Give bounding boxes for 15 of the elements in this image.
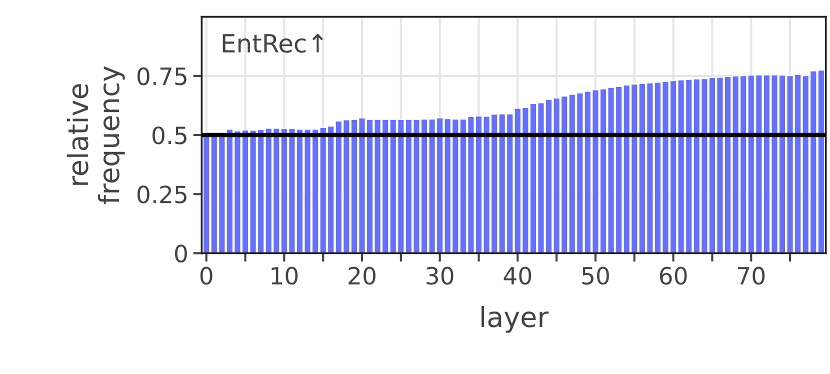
x-tick-label: 50 (582, 266, 609, 285)
x-tick-label: 10 (272, 266, 298, 285)
x-tick-label: 40 (504, 266, 532, 285)
x-tick-label: 70 (738, 266, 765, 285)
x-axis-title: layer (482, 306, 549, 333)
x-tick-label: 0 (200, 266, 212, 285)
x-tick-label: 60 (660, 266, 687, 285)
text: EntRec↑ (222, 34, 324, 53)
x-tick-label: 20 (348, 266, 376, 285)
y-tick-label: 0.75 (137, 67, 186, 86)
y-tick-label: 0.5 (152, 126, 186, 144)
y-axis-title: relative frequency (66, 66, 125, 204)
y-tick-label: 0.25 (137, 186, 186, 204)
x-tick-label: 30 (426, 266, 454, 285)
y-tick-label: 0 (175, 244, 187, 263)
